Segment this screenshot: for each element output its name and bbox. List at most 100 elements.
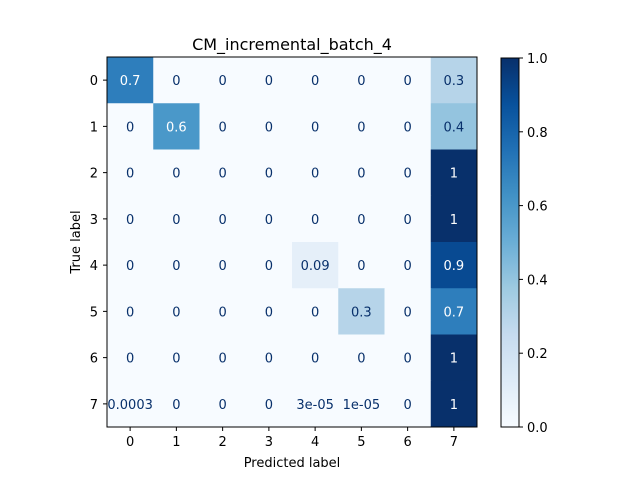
y-tick-label: 0 <box>90 74 98 89</box>
chart-title: CM_incremental_batch_4 <box>192 35 392 55</box>
y-tick-label: 3 <box>90 213 98 228</box>
heatmap-cell <box>384 195 432 243</box>
heatmap-cell <box>338 103 385 150</box>
cell-value-label: 0 <box>126 213 134 228</box>
cell-value-label: 0.6 <box>166 120 187 135</box>
cell-value-label: 0 <box>403 120 411 135</box>
colorbar-tick-label: 0.2 <box>527 347 548 362</box>
heatmap-cell <box>245 288 293 335</box>
cell-value-label: 0.7 <box>444 305 465 320</box>
cell-value-label: 0 <box>172 213 180 228</box>
heatmap-cell <box>384 380 432 428</box>
cell-value-label: 0 <box>265 259 273 274</box>
cell-value-label: 0 <box>172 259 180 274</box>
heatmap-cell <box>199 57 247 104</box>
heatmap-cell <box>430 103 478 150</box>
heatmap-cell <box>153 195 200 243</box>
heatmap-cell <box>245 334 293 382</box>
heatmap-cell <box>199 103 247 150</box>
heatmap-cell <box>199 334 247 382</box>
cell-value-label: 0.7 <box>120 74 141 89</box>
cell-value-label: 0 <box>403 74 411 89</box>
heatmap-cell <box>292 103 339 150</box>
colorbar-tick-label: 0.8 <box>527 126 548 141</box>
heatmap-cell <box>199 195 247 243</box>
cell-value-label: 0.3 <box>351 305 372 320</box>
cell-value-label: 0 <box>357 74 365 89</box>
cell-value-label: 0 <box>172 167 180 182</box>
colorbar <box>500 57 520 428</box>
x-tick-label: 6 <box>403 435 411 450</box>
heatmap-cell <box>199 242 247 289</box>
heatmap-cells <box>107 57 478 428</box>
cell-value-label: 0 <box>311 167 319 182</box>
heatmap-cell <box>153 103 200 150</box>
heatmap-cell <box>292 242 339 289</box>
cell-value-label: 0 <box>403 167 411 182</box>
cell-value-label: 0 <box>218 167 226 182</box>
heatmap-cell <box>107 334 154 382</box>
cell-value-label: 0.9 <box>444 259 465 274</box>
x-axis-label: Predicted label <box>244 456 341 471</box>
cell-value-label: 0 <box>311 120 319 135</box>
y-tick-label: 5 <box>90 305 98 320</box>
heatmap-cell <box>292 149 339 197</box>
heatmap-cell <box>199 380 247 428</box>
x-tick-label: 7 <box>450 435 458 450</box>
cell-value-label: 0 <box>357 213 365 228</box>
y-tick-label: 2 <box>90 167 98 182</box>
heatmap-cell <box>338 380 385 428</box>
heatmap-cell <box>153 288 200 335</box>
cell-value-label: 0.0003 <box>107 398 153 413</box>
cell-value-label: 0 <box>311 352 319 367</box>
cell-value-label: 0 <box>126 167 134 182</box>
colorbar-tick-label: 0.6 <box>527 200 548 215</box>
colorbar-tick-label: 0.0 <box>527 421 548 436</box>
x-tick-label: 5 <box>357 435 365 450</box>
heatmap-cell <box>430 380 478 428</box>
cell-value-label: 0.09 <box>301 259 330 274</box>
cell-value-label: 0 <box>172 352 180 367</box>
heatmap-cell <box>107 195 154 243</box>
cell-value-label: 1 <box>450 213 458 228</box>
cell-value-label: 0 <box>403 352 411 367</box>
heatmap-cell <box>430 149 478 197</box>
heatmap-cell <box>199 288 247 335</box>
cell-value-label: 0.4 <box>444 120 465 135</box>
heatmap-cell <box>153 242 200 289</box>
cell-value-label: 0 <box>126 352 134 367</box>
heatmap-cell <box>338 242 385 289</box>
cell-value-label: 0 <box>126 305 134 320</box>
heatmap-cell <box>384 103 432 150</box>
heatmap-cell <box>292 380 339 428</box>
heatmap-cell <box>292 334 339 382</box>
heatmap-cell <box>245 380 293 428</box>
heatmap-cell <box>384 288 432 335</box>
colorbar-tick-label: 0.4 <box>527 273 548 288</box>
heatmap-cell <box>245 195 293 243</box>
x-axis-ticks: 0 1 2 3 4 5 6 7 <box>126 427 458 450</box>
cell-value-label: 0 <box>126 120 134 135</box>
cell-value-label: 1 <box>450 398 458 413</box>
y-axis-ticks: 0 1 2 3 4 5 6 7 <box>90 74 107 413</box>
heatmap-cell <box>338 334 385 382</box>
cell-value-label: 0.3 <box>444 74 465 89</box>
heatmap-cell <box>107 103 154 150</box>
cell-value-label: 1e-05 <box>343 398 381 413</box>
cell-value-label: 3e-05 <box>296 398 334 413</box>
heatmap-cell <box>430 288 478 335</box>
x-tick-label: 0 <box>126 435 134 450</box>
x-tick-label: 4 <box>311 435 319 450</box>
cell-value-label: 0 <box>403 305 411 320</box>
cell-value-label: 0 <box>311 305 319 320</box>
cell-value-label: 0 <box>403 213 411 228</box>
heatmap-cell <box>430 334 478 382</box>
heatmap-cell <box>107 380 154 428</box>
cell-value-label: 0 <box>357 120 365 135</box>
cell-value-label: 0 <box>172 74 180 89</box>
colorbar-ticks: 0.0 0.2 0.4 0.6 0.8 1.0 <box>519 52 548 436</box>
heatmap-cell <box>153 57 200 104</box>
heatmap-cell <box>338 288 385 335</box>
y-tick-label: 4 <box>90 259 98 274</box>
